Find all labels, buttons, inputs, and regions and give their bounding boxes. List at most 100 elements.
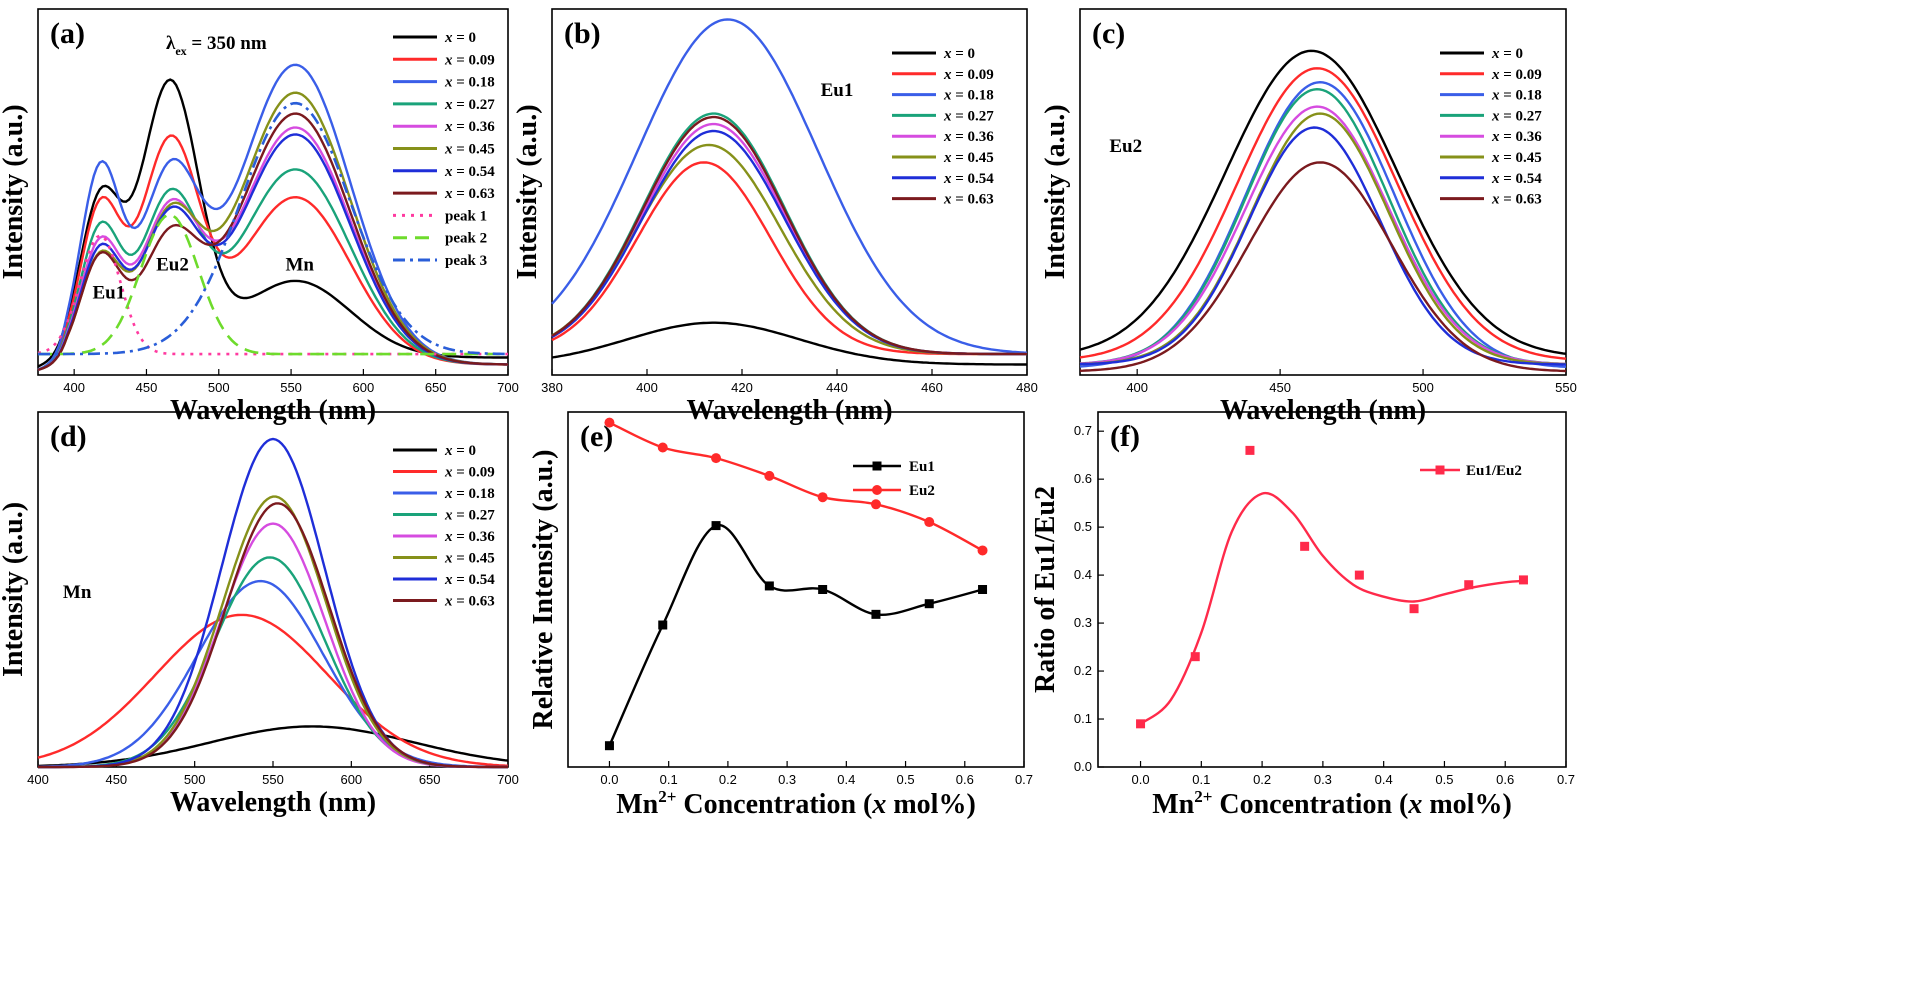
legend-entry: x = 0.09 [444, 465, 495, 481]
legend-entry: x = 0.45 [1491, 150, 1542, 166]
data-point-eu2 [764, 470, 775, 481]
plot-frame-a [37, 8, 509, 376]
legend-entry: x = 0.63 [444, 186, 495, 202]
y-tick-label-f: 0.3 [1074, 615, 1092, 630]
legend-entry: peak 2 [445, 231, 487, 247]
peak-line-a [38, 213, 508, 356]
x-tick-label-c: 550 [1555, 380, 1577, 395]
annotation-c: Eu2 [1109, 136, 1142, 157]
plot-frame-d [37, 411, 509, 768]
series-line-c [1079, 105, 1567, 366]
panel-label-d: (d) [50, 420, 87, 453]
legend-entry: x = 0 [1491, 46, 1523, 62]
x-tick-label-a: 500 [208, 380, 230, 395]
legend-entry: x = 0.36 [444, 119, 495, 135]
excitation-label: λex = 350 nm [166, 33, 267, 58]
y-tick-label-f: 0.1 [1074, 711, 1092, 726]
x-tick-label-e: 0.1 [660, 772, 678, 787]
x-tick-label-f: 0.0 [1132, 772, 1150, 787]
x-tick-label-e: 0.5 [897, 772, 915, 787]
y-axis-label-b: Intensity (a.u.) [512, 104, 543, 279]
data-point-eu1 [711, 521, 721, 531]
panel-label-a: (a) [50, 17, 85, 50]
data-point-ratio [1354, 570, 1364, 580]
legend-entry: x = 0 [444, 30, 476, 46]
y-axis-label-f: Ratio of Eu1/Eu2 [1030, 486, 1061, 693]
panel-label-c: (c) [1092, 17, 1125, 50]
x-tick-label-b: 480 [1016, 380, 1038, 395]
y-tick-label-f: 0.4 [1074, 567, 1092, 582]
legend-entry: x = 0.27 [1491, 108, 1542, 124]
data-point-eu2 [977, 545, 988, 556]
annotation-a: Mn [286, 254, 315, 275]
data-point-eu2 [924, 517, 935, 528]
legend-entry: x = 0 [444, 443, 476, 459]
legend-entry: x = 0 [943, 46, 975, 62]
y-axis-label-d: Intensity (a.u.) [0, 502, 29, 677]
data-point-ratio [1518, 575, 1528, 585]
legend-entry: x = 0.45 [444, 551, 495, 567]
series-line-d [38, 495, 508, 769]
legend-entry: x = 0.18 [943, 88, 994, 104]
y-tick-label-f: 0.6 [1074, 471, 1092, 486]
panel-f: 0.0 0.1 0.2 0.3 0.4 0.5 0.6 0.7 0.0 0.1 0.2 0.3 0.4 0… [1030, 411, 1575, 820]
panel-a: 400 450 500 550 600 650 700 (a) Wavelength (nm) I… [0, 8, 519, 426]
series-line-a [37, 63, 509, 371]
series-line-d [37, 613, 509, 767]
data-point-ratio [1190, 652, 1200, 662]
plot-frame-b [551, 8, 1028, 376]
legend-entry: x = 0.63 [1491, 192, 1542, 208]
legend-entry: Eu1/Eu2 [1466, 463, 1522, 479]
x-tick-label-b: 420 [731, 380, 753, 395]
x-tick-label-e: 0.4 [837, 772, 855, 787]
data-point-eu2 [870, 499, 881, 510]
legend-entry: x = 0.36 [943, 129, 994, 145]
x-tick-label-d: 400 [27, 772, 49, 787]
x-tick-label-b: 440 [826, 380, 848, 395]
x-tick-label-f: 0.6 [1496, 772, 1514, 787]
data-point-eu1 [764, 581, 774, 591]
x-tick-label-e: 0.0 [600, 772, 618, 787]
x-tick-label-f: 0.3 [1314, 772, 1332, 787]
legend-entry: x = 0.63 [444, 594, 495, 610]
series-line-c [1079, 112, 1566, 366]
legend-entry: x = 0.54 [1491, 171, 1542, 187]
series-line-b [551, 18, 1028, 354]
legend-entry: x = 0.27 [943, 108, 994, 124]
series-line-b [551, 115, 1027, 356]
x-tick-label-c: 400 [1126, 380, 1148, 395]
legend-marker [1435, 465, 1445, 475]
y-tick-label-f: 0.7 [1074, 423, 1092, 438]
x-tick-label-d: 600 [340, 772, 362, 787]
x-tick-label-f: 0.4 [1375, 772, 1393, 787]
legend-entry: x = 0.45 [943, 150, 994, 166]
annotation-d: Mn [63, 582, 92, 603]
data-point-ratio [1464, 580, 1474, 590]
panel-label-f: (f) [1110, 420, 1140, 453]
x-tick-label-b: 400 [636, 380, 658, 395]
data-point-eu1 [871, 609, 881, 619]
legend-entry: x = 0.54 [943, 171, 994, 187]
legend-entry: x = 0.18 [444, 486, 495, 502]
data-point-eu2 [817, 492, 828, 503]
legend-entry: x = 0.63 [943, 192, 994, 208]
legend-entry: x = 0.09 [1491, 67, 1542, 83]
series-line-d [37, 579, 508, 769]
x-tick-label-a: 600 [353, 380, 375, 395]
legend-marker [872, 485, 882, 495]
x-tick-label-d: 450 [105, 772, 127, 787]
legend-entry: x = 0.18 [1491, 88, 1542, 104]
x-tick-label-e: 0.6 [956, 772, 974, 787]
annotation-a: Eu2 [156, 254, 189, 275]
data-point-eu1 [604, 741, 614, 751]
series-line-a [37, 134, 508, 371]
y-tick-label-f: 0.2 [1074, 663, 1092, 678]
legend-entry: x = 0.54 [444, 164, 495, 180]
legend-entry: x = 0.09 [943, 67, 994, 83]
data-point-ratio [1409, 604, 1419, 614]
x-tick-label-a: 550 [280, 380, 302, 395]
y-tick-label-f: 0.0 [1074, 759, 1092, 774]
panel-label-b: (b) [564, 17, 601, 50]
x-tick-label-d: 650 [419, 772, 441, 787]
